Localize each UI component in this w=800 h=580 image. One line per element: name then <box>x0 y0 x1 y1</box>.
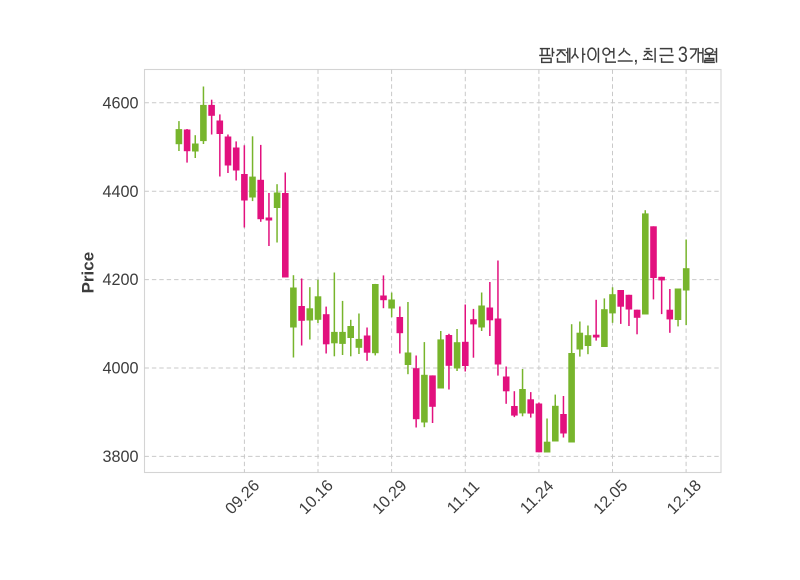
svg-text:11.24: 11.24 <box>517 477 558 518</box>
svg-text:3800: 3800 <box>102 448 138 466</box>
svg-text:4600: 4600 <box>102 94 138 112</box>
svg-text:4000: 4000 <box>102 360 138 378</box>
svg-text:Price: Price <box>79 252 98 294</box>
svg-text:09.26: 09.26 <box>222 477 263 518</box>
svg-text:11.11: 11.11 <box>444 477 484 517</box>
svg-text:10.29: 10.29 <box>369 477 410 518</box>
svg-text:,: , <box>633 46 638 67</box>
svg-text:10.16: 10.16 <box>295 477 336 518</box>
svg-text:4200: 4200 <box>102 271 138 289</box>
svg-text:12.05: 12.05 <box>590 477 631 518</box>
svg-text:4400: 4400 <box>102 183 138 201</box>
svg-text:12.18: 12.18 <box>664 477 705 518</box>
svg-text:3: 3 <box>678 43 688 67</box>
